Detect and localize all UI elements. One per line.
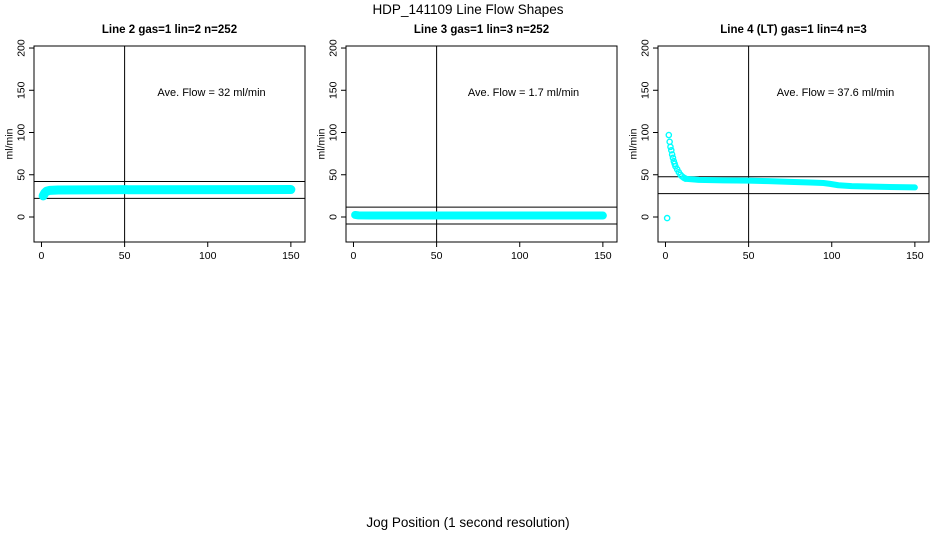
x-tick-label: 0 [351,250,357,262]
x-tick-label: 0 [663,250,669,262]
flow-band [351,210,607,220]
y-tick-label: 50 [328,169,340,181]
y-tick-label: 150 [328,81,340,99]
x-tick-label: 150 [906,250,924,262]
flow-point [39,192,47,200]
x-axis-label: Jog Position (1 second resolution) [366,515,570,530]
y-tick-label: 100 [640,124,652,142]
y-tick-label: 200 [328,39,340,57]
y-tick-label: 150 [640,81,652,99]
subplot-title-1: Line 2 gas=1 lin=2 n=252 [101,24,238,36]
x-tick-label: 50 [431,250,443,262]
flow-band [38,185,296,201]
x-tick-label: 150 [282,250,300,262]
y-tick-label: 150 [16,81,28,99]
flow-point [667,143,674,151]
flow-point [351,211,359,218]
flow-point [663,214,671,222]
x-tick-label: 50 [743,250,755,262]
y-tick-label: 50 [16,169,28,181]
y-tick-label: 200 [16,39,28,57]
flow-point [668,146,675,154]
x-tick-label: 0 [39,250,45,262]
flow-point [668,151,676,158]
flow-band [682,175,918,191]
y-tick-label: 0 [640,214,652,220]
subplot-title-3: Line 4 (LT) gas=1 lin=4 n=3 [720,24,867,36]
y-tick-label: 50 [640,169,652,181]
y-axis-title: ml/min [628,128,640,159]
flow-point [669,154,677,162]
x-tick-label: 100 [199,250,217,262]
plot-box [345,45,618,243]
flow-point [682,175,689,182]
flow-point [665,131,673,139]
ave-flow-annotation: Ave. Flow = 32 ml/min [157,87,265,99]
ave-flow-annotation: Ave. Flow = 37.6 ml/min [777,87,894,99]
y-tick-label: 100 [16,124,28,142]
y-tick-label: 0 [16,214,28,220]
flow-point [666,138,673,146]
x-tick-label: 100 [823,250,841,262]
y-axis-title: ml/min [4,128,16,159]
x-tick-label: 50 [119,250,131,262]
y-tick-label: 200 [640,39,652,57]
plot-box [33,45,306,243]
y-tick-label: 100 [328,124,340,142]
y-axis-title: ml/min [316,128,328,159]
x-tick-label: 100 [511,250,529,262]
ave-flow-annotation: Ave. Flow = 1.7 ml/min [468,87,579,99]
subplot-title-2: Line 3 gas=1 lin=3 n=252 [413,24,550,36]
figure-title: HDP_141109 Line Flow Shapes [372,2,564,17]
plot-box [657,45,930,243]
y-tick-label: 0 [328,214,340,220]
x-tick-label: 150 [594,250,612,262]
